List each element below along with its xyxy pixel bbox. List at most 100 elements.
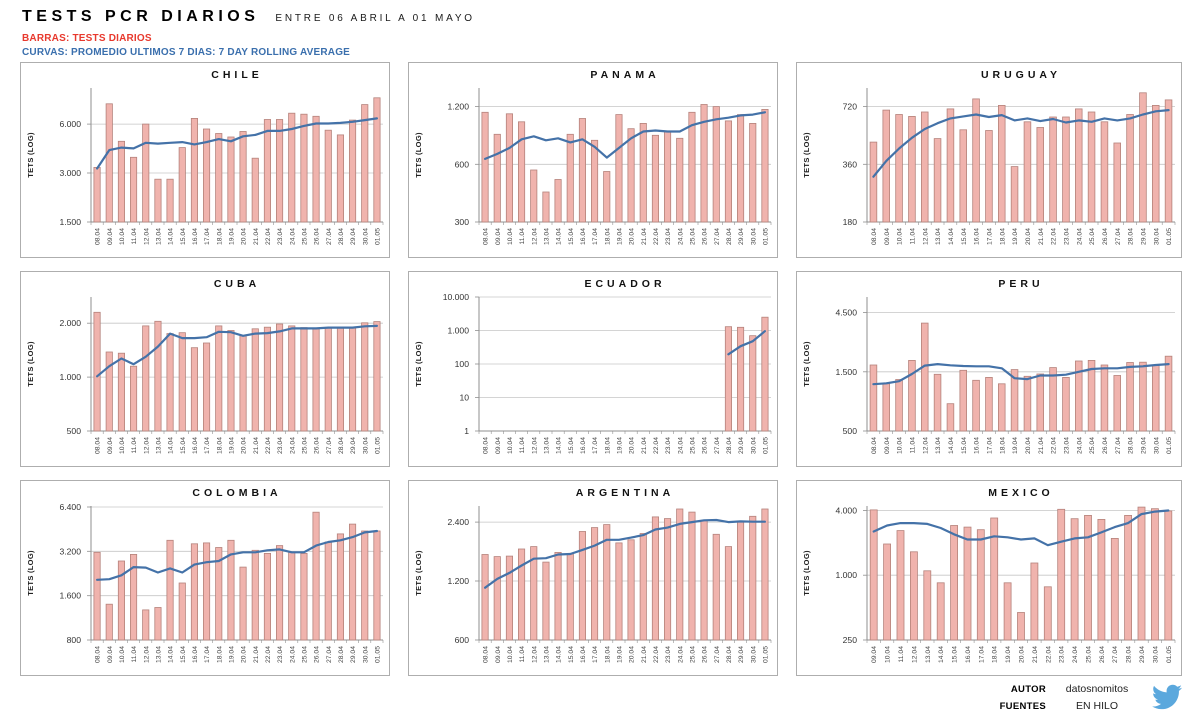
daily-tests-bar <box>959 369 967 432</box>
daily-tests-bar <box>481 111 489 223</box>
chart-panel-chile: 1.500 3.000 6.000 CHILE TETS (LOG) 08.04 09.04… <box>20 62 390 258</box>
x-tick-label: 08.04 <box>95 228 102 245</box>
daily-tests-bar <box>554 552 562 641</box>
x-tick-label: 17.04 <box>204 228 211 245</box>
daily-tests-bar <box>1164 355 1173 432</box>
daily-tests-bar <box>1036 127 1044 223</box>
daily-tests-bar <box>976 529 985 641</box>
x-tick-label: 11.04 <box>131 646 138 663</box>
daily-tests-bar <box>361 530 369 641</box>
x-tick-label: 20.04 <box>241 228 248 245</box>
x-tick-label: 01.05 <box>762 646 769 663</box>
daily-tests-bar <box>936 582 945 641</box>
main-title: TESTS PCR DIARIOS <box>22 8 260 25</box>
daily-tests-bar <box>1137 506 1146 641</box>
daily-tests-bar <box>239 335 247 432</box>
x-tick-label: 28.04 <box>338 437 345 454</box>
daily-tests-bar <box>348 523 357 641</box>
x-tick-label: 13.04 <box>543 437 550 454</box>
x-tick-label: 09.04 <box>495 646 502 663</box>
x-tick-label: 09.04 <box>107 646 114 663</box>
x-tick-label: 28.04 <box>338 646 345 663</box>
daily-tests-bar <box>990 517 999 641</box>
x-tick-label: 20.04 <box>629 437 636 454</box>
daily-tests-bar <box>288 551 296 641</box>
x-tick-label: 21.04 <box>1038 437 1045 454</box>
daily-tests-bar <box>117 352 126 432</box>
daily-tests-bar <box>1126 362 1134 432</box>
legend-bars-label: BARRAS: TESTS DIARIOS <box>22 33 152 44</box>
y-tick-label: 800 <box>67 635 82 645</box>
x-tick-label: 21.04 <box>253 646 260 663</box>
daily-tests-bar <box>1036 373 1044 432</box>
x-tick-label: 01.05 <box>762 228 769 245</box>
x-tick-label: 27.04 <box>1115 437 1122 454</box>
daily-tests-bar <box>227 136 235 223</box>
x-tick-label: 24.04 <box>289 437 296 454</box>
y-tick-label: 3.000 <box>59 168 81 178</box>
daily-tests-bar <box>946 108 955 223</box>
x-tick-label: 18.04 <box>604 228 611 245</box>
daily-tests-bar <box>300 113 308 223</box>
x-tick-label: 14.04 <box>556 437 563 454</box>
daily-tests-bar <box>251 157 259 223</box>
daily-tests-bar <box>869 509 878 641</box>
x-tick-label: 01.05 <box>374 228 381 245</box>
x-tick-label: 24.04 <box>677 228 684 245</box>
x-tick-label: 01.05 <box>762 437 769 454</box>
daily-tests-bar <box>178 147 186 223</box>
x-tick-label: 11.04 <box>519 646 526 663</box>
x-tick-label: 13.04 <box>543 646 550 663</box>
chart-title: ARGENTINA <box>576 487 674 499</box>
x-tick-label: 08.04 <box>95 646 102 663</box>
y-tick-label: 720 <box>843 102 858 112</box>
x-tick-label: 17.04 <box>204 437 211 454</box>
daily-tests-bar <box>736 114 745 223</box>
rolling-average-line <box>96 529 378 581</box>
daily-tests-bar <box>202 342 211 432</box>
daily-tests-bar <box>639 533 647 641</box>
rolling-average-line <box>96 117 378 170</box>
x-tick-label: 09.04 <box>495 228 502 245</box>
x-tick-label: 13.04 <box>155 228 162 245</box>
x-tick-label: 01.05 <box>1166 437 1173 454</box>
x-tick-label: 19.04 <box>616 646 623 663</box>
x-tick-label: 29.04 <box>350 646 357 663</box>
chart-panel-argentina: 600 1.200 2.400 ARGENTINA TETS (LOG) 08.04 09.… <box>408 480 778 676</box>
author-value: datosnomitos <box>1065 682 1129 695</box>
daily-tests-bar <box>288 112 296 223</box>
daily-tests-bar <box>142 609 150 641</box>
y-tick-label: 2.400 <box>447 517 469 527</box>
x-tick-label: 15.04 <box>568 228 575 245</box>
x-tick-label: 10.04 <box>507 437 514 454</box>
daily-tests-bar <box>251 328 259 432</box>
chart-panel-mexico: 250 1.000 4.000 MEXICO TETS (LOG) 09.04 10.04 1… <box>796 480 1182 676</box>
daily-tests-bar <box>348 119 357 223</box>
x-tick-label: 17.04 <box>986 437 993 454</box>
x-tick-label: 13.04 <box>935 228 942 245</box>
x-tick-label: 13.04 <box>925 646 932 663</box>
y-axis-label: TETS (LOG) <box>802 132 811 178</box>
x-tick-label: 28.04 <box>726 228 733 245</box>
x-tick-label: 25.04 <box>689 228 696 245</box>
daily-tests-bar <box>590 527 599 641</box>
x-tick-label: 15.04 <box>961 437 968 454</box>
x-tick-label: 18.04 <box>216 646 223 663</box>
daily-tests-bar <box>724 326 732 432</box>
rolling-average-line <box>484 518 766 589</box>
x-tick-label: 24.04 <box>289 646 296 663</box>
x-tick-label: 29.04 <box>350 228 357 245</box>
x-tick-label: 29.04 <box>1139 646 1146 663</box>
x-tick-label: 21.04 <box>641 646 648 663</box>
daily-tests-bar <box>518 121 526 223</box>
x-tick-label: 20.04 <box>1025 228 1032 245</box>
rolling-average-line <box>727 330 766 356</box>
daily-tests-bar <box>142 325 150 432</box>
daily-tests-bar <box>215 325 223 432</box>
x-tick-label: 16.04 <box>580 437 587 454</box>
daily-tests-bar <box>615 542 623 641</box>
daily-tests-bar <box>361 322 369 432</box>
daily-tests-bar <box>1062 377 1070 432</box>
daily-tests-bar <box>251 549 259 641</box>
daily-tests-bar <box>1151 105 1160 223</box>
